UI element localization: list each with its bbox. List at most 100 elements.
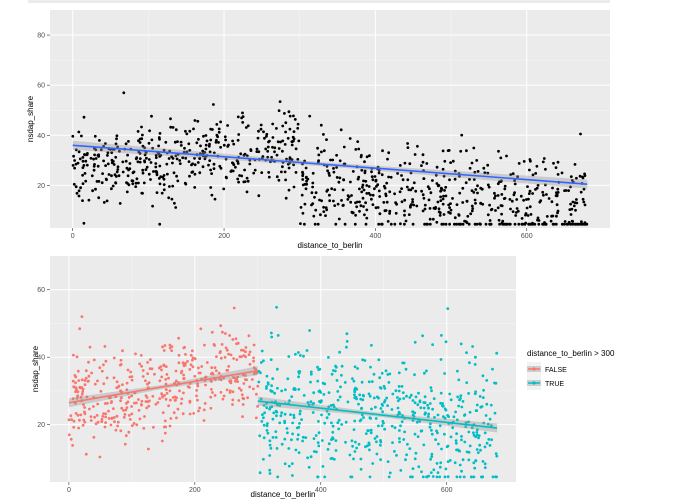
data-point <box>277 109 281 112</box>
data-point-true <box>443 475 447 479</box>
data-point <box>155 170 158 174</box>
data-point-true <box>294 448 298 452</box>
data-point-true <box>379 458 382 461</box>
x-tick-label: 0 <box>67 487 71 494</box>
data-point-true <box>473 363 477 366</box>
data-point <box>354 148 358 151</box>
data-point-true <box>373 437 377 440</box>
data-point <box>349 180 352 184</box>
data-point-true <box>332 369 335 372</box>
data-point <box>164 140 168 144</box>
data-point-false <box>125 388 129 392</box>
data-point <box>439 199 443 203</box>
data-point-true <box>355 446 358 450</box>
data-point-true <box>317 390 321 393</box>
data-point <box>259 127 263 131</box>
data-point-true <box>446 460 450 463</box>
data-point-false <box>145 396 149 399</box>
data-point <box>134 185 138 189</box>
data-point <box>346 194 350 198</box>
data-point-true <box>337 427 341 431</box>
data-point-false <box>128 418 132 421</box>
data-point-false <box>103 425 107 429</box>
data-point <box>205 139 209 143</box>
data-point-true <box>478 395 482 398</box>
data-point-true <box>307 403 311 407</box>
data-point <box>241 121 245 124</box>
data-point <box>296 158 300 161</box>
data-point-false <box>182 377 186 380</box>
data-point <box>348 137 352 140</box>
data-point-true <box>449 435 453 439</box>
data-point <box>355 200 359 204</box>
data-point <box>322 149 326 153</box>
data-point-false <box>102 363 105 367</box>
data-point <box>474 201 477 205</box>
data-point <box>571 222 575 226</box>
data-point <box>284 178 287 182</box>
data-point-false <box>104 359 108 363</box>
data-point <box>449 161 452 165</box>
data-point-true <box>404 367 408 371</box>
data-point <box>570 207 574 211</box>
data-point <box>294 171 298 174</box>
data-point-false <box>223 355 227 359</box>
data-point-true <box>368 448 371 452</box>
data-point-true <box>302 394 306 397</box>
data-point <box>428 222 432 226</box>
data-point <box>296 122 300 126</box>
data-point <box>299 206 303 209</box>
data-point <box>226 124 230 127</box>
data-point-false <box>120 406 124 410</box>
data-point-true <box>309 370 313 374</box>
data-point <box>346 198 350 201</box>
data-point <box>362 188 366 192</box>
data-point <box>124 159 128 163</box>
data-point-false <box>231 338 235 341</box>
data-point-false <box>242 354 246 357</box>
data-point-false <box>76 369 80 373</box>
data-point-true <box>402 438 406 441</box>
data-point-false <box>240 393 244 397</box>
data-point-true <box>316 365 319 369</box>
data-point <box>500 212 503 216</box>
data-point-false <box>105 376 109 380</box>
data-point <box>287 188 291 192</box>
data-point-true <box>467 392 470 395</box>
legend-label-false: FALSE <box>545 367 567 374</box>
data-point <box>358 200 361 204</box>
data-point-false <box>213 394 217 397</box>
data-point-true <box>438 475 442 479</box>
data-point-false <box>236 375 240 379</box>
data-point-false <box>231 390 235 394</box>
data-point-false <box>173 395 177 399</box>
data-point <box>77 194 81 198</box>
data-point-false <box>140 399 144 403</box>
data-point-false <box>123 413 127 416</box>
data-point <box>292 114 295 118</box>
data-point-false <box>84 369 88 373</box>
data-point <box>176 140 179 144</box>
data-point <box>411 200 414 204</box>
data-point <box>288 114 292 118</box>
data-point-false <box>232 376 235 379</box>
data-point-false <box>144 379 147 383</box>
data-point <box>246 179 250 183</box>
data-point-false <box>173 398 177 402</box>
data-point <box>97 155 101 158</box>
data-point <box>365 216 369 220</box>
data-point-false <box>76 394 79 398</box>
data-point-false <box>71 397 75 401</box>
data-point-false <box>165 373 169 376</box>
data-point-true <box>455 432 458 436</box>
data-point <box>81 182 85 186</box>
data-point-true <box>359 418 363 422</box>
data-point <box>339 128 343 132</box>
data-point-true <box>467 420 470 424</box>
data-point-true <box>413 373 416 377</box>
data-point-false <box>122 415 126 419</box>
data-point <box>400 174 403 177</box>
data-point <box>137 181 140 185</box>
data-point-false <box>159 365 163 368</box>
data-point <box>349 200 353 204</box>
